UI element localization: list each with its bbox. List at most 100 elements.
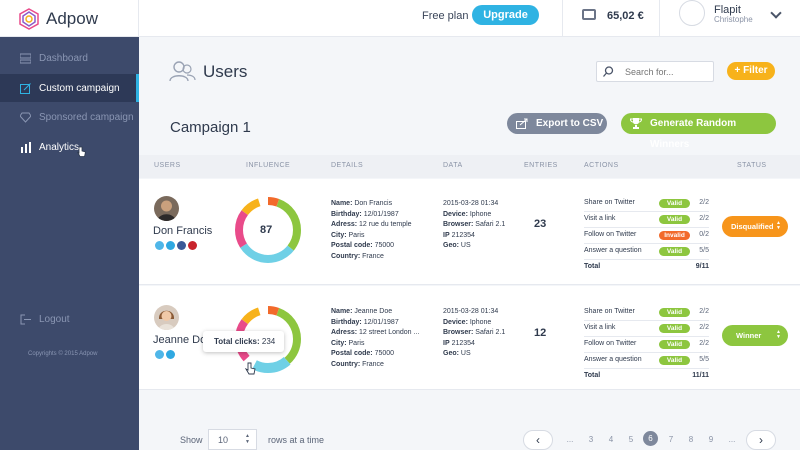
divider xyxy=(659,0,660,37)
status-dropdown[interactable]: Disqualified ▲ ▼ xyxy=(722,216,788,237)
user-details: Name: Don Francis Birthday: 12/01/1987 A… xyxy=(331,200,412,260)
sidebar-item-dashboard[interactable]: Dashboard xyxy=(0,44,139,72)
status-badge: Valid xyxy=(659,247,690,256)
generate-winners-button[interactable]: Generate Random Winners xyxy=(621,113,776,150)
status-badge: Valid xyxy=(659,215,690,224)
col-entries: ENTRIES xyxy=(524,162,558,169)
action-row: Follow on Twitter Invalid 0/2 xyxy=(584,228,709,244)
user-name: Jeanne Doe xyxy=(153,334,213,346)
edit-icon xyxy=(20,82,31,94)
upgrade-button[interactable]: Upgrade xyxy=(472,5,539,25)
status-badge: Valid xyxy=(659,324,690,333)
logout-button[interactable]: Logout xyxy=(0,305,139,333)
action-row: Follow on Twitter Valid 2/2 xyxy=(584,337,709,353)
page-6-current[interactable]: 6 xyxy=(643,431,658,446)
page-5[interactable]: 5 xyxy=(628,435,634,444)
diamond-icon xyxy=(20,112,31,123)
email-icon[interactable] xyxy=(155,350,164,359)
page-ellipsis: ... xyxy=(566,435,574,444)
export-icon xyxy=(516,118,528,129)
dashboard-icon xyxy=(20,53,31,63)
table-header xyxy=(139,155,800,178)
sidebar-item-analytics[interactable]: Analytics xyxy=(0,133,139,161)
chevron-down-icon[interactable] xyxy=(770,7,782,19)
action-row: Answer a question Valid 5/5 xyxy=(584,353,709,369)
user-data: 2015-03-28 01:34 Device: Iphone Browser:… xyxy=(443,308,506,357)
pinterest-icon[interactable] xyxy=(188,241,197,250)
page-ellipsis: ... xyxy=(728,435,736,444)
social-icons xyxy=(155,350,175,359)
page-9[interactable]: 9 xyxy=(708,435,714,444)
cursor-icon xyxy=(77,146,86,157)
user-details: Name: Jeanne Doe Birthday: 12/01/1987 Ad… xyxy=(331,308,420,368)
page-4[interactable]: 4 xyxy=(608,435,614,444)
status-badge: Valid xyxy=(659,199,690,208)
show-label: Show xyxy=(180,435,203,445)
logout-icon xyxy=(20,314,31,324)
actions-total: Total 11/11 xyxy=(584,372,709,379)
col-influence: INFLUENCE xyxy=(246,162,291,169)
stepper-arrows-icon: ▲ ▼ xyxy=(245,433,250,445)
sort-arrows-icon: ▲ ▼ xyxy=(776,220,781,231)
action-row: Visit a link Valid 2/2 xyxy=(584,321,709,337)
export-label: Export to CSV xyxy=(536,118,604,129)
action-row: Share on Twitter Valid 2/2 xyxy=(584,196,709,212)
rows-per-page-select[interactable]: 10 ▲ ▼ xyxy=(208,429,257,450)
search-input[interactable] xyxy=(596,61,714,82)
cursor-icon xyxy=(245,362,256,375)
col-users: USERS xyxy=(154,162,181,169)
search-icon xyxy=(603,66,614,77)
page-title: Users xyxy=(203,62,248,81)
actions-total: Total 9/11 xyxy=(584,263,709,270)
users-icon xyxy=(169,61,196,82)
copyright: Copyrights © 2015 Adpow xyxy=(28,351,98,357)
avatar xyxy=(154,305,179,330)
action-row: Visit a link Valid 2/2 xyxy=(584,212,709,228)
email-icon[interactable] xyxy=(155,241,164,250)
page-8[interactable]: 8 xyxy=(688,435,694,444)
rows-label: rows at a time xyxy=(268,435,325,445)
social-icons xyxy=(155,241,197,250)
col-actions: ACTIONS xyxy=(584,162,619,169)
col-status: STATUS xyxy=(737,162,767,169)
twitter-icon[interactable] xyxy=(166,350,175,359)
influence-donut xyxy=(235,197,301,263)
sidebar-item-sponsored-campaign[interactable]: Sponsored campaign xyxy=(0,103,139,131)
sidebar-item-label: Custom campaign xyxy=(39,82,120,94)
bar-chart-icon xyxy=(21,141,31,153)
balance: 65,02 € xyxy=(607,10,644,22)
entries-count: 12 xyxy=(534,327,547,339)
status-badge: Valid xyxy=(659,308,690,317)
influence-score: 87 xyxy=(260,224,273,236)
campaign-title: Campaign 1 xyxy=(170,119,251,136)
wallet-icon xyxy=(582,9,596,20)
trophy-icon xyxy=(630,118,642,129)
app-name: Adpow xyxy=(46,8,98,28)
logo[interactable]: Adpow xyxy=(0,0,139,37)
sidebar-item-custom-campaign[interactable]: Custom campaign xyxy=(0,74,139,102)
sidebar-item-label: Dashboard xyxy=(39,52,88,64)
user-name: Don Francis xyxy=(153,225,213,237)
prev-page-button[interactable]: ‹ xyxy=(523,430,553,450)
plan-label: Free plan xyxy=(422,10,469,22)
action-row: Answer a question Valid 5/5 xyxy=(584,244,709,260)
twitter-icon[interactable] xyxy=(166,241,175,250)
next-page-button[interactable]: › xyxy=(746,430,776,450)
avatar[interactable] xyxy=(679,0,705,26)
user-subname: Christophe xyxy=(714,15,753,24)
page-3[interactable]: 3 xyxy=(588,435,594,444)
export-csv-button[interactable]: Export to CSV xyxy=(507,113,607,134)
top-bar: Adpow Free plan Upgrade 65,02 € Flapit C… xyxy=(0,0,800,37)
page-7[interactable]: 7 xyxy=(668,435,674,444)
divider xyxy=(562,0,563,37)
status-dropdown[interactable]: Winner ▲ ▼ xyxy=(722,325,788,346)
avatar xyxy=(154,196,179,221)
user-data: 2015-03-28 01:34 Device: Iphone Browser:… xyxy=(443,200,506,249)
logout-label: Logout xyxy=(39,313,70,325)
user-name: Flapit xyxy=(714,4,741,16)
logo-icon xyxy=(19,7,39,30)
facebook-icon[interactable] xyxy=(177,241,186,250)
filter-button[interactable]: + Filter xyxy=(727,62,775,80)
status-badge: Valid xyxy=(659,356,690,365)
col-data: DATA xyxy=(443,162,463,169)
